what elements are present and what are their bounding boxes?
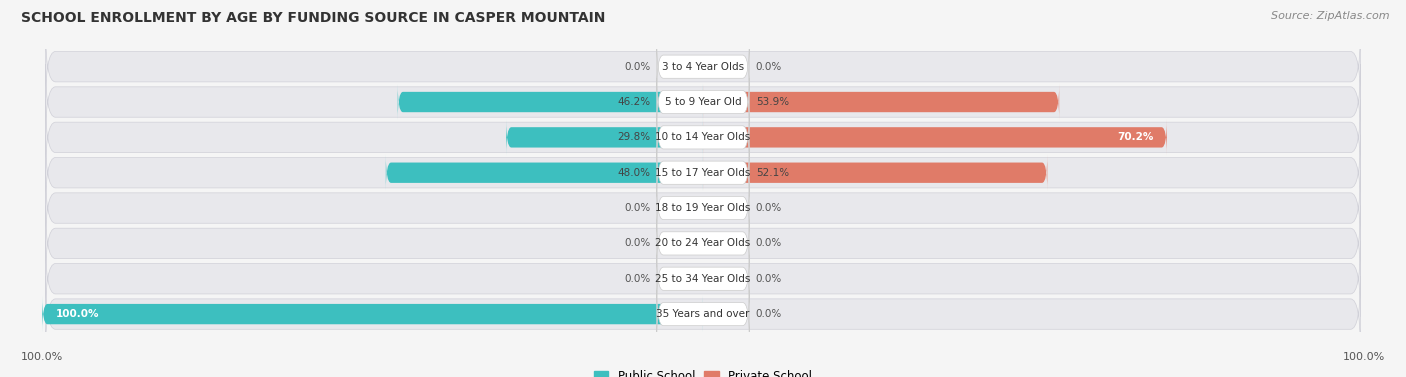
FancyBboxPatch shape [45, 64, 1361, 140]
FancyBboxPatch shape [45, 100, 1361, 175]
Text: 53.9%: 53.9% [756, 97, 789, 107]
FancyBboxPatch shape [703, 84, 1059, 120]
Text: 5 to 9 Year Old: 5 to 9 Year Old [665, 97, 741, 107]
Text: 0.0%: 0.0% [624, 62, 650, 72]
Text: 0.0%: 0.0% [756, 274, 782, 284]
Text: 0.0%: 0.0% [624, 203, 650, 213]
FancyBboxPatch shape [657, 255, 749, 302]
Text: 0.0%: 0.0% [756, 309, 782, 319]
FancyBboxPatch shape [398, 84, 703, 120]
FancyBboxPatch shape [45, 29, 1361, 104]
Text: 46.2%: 46.2% [617, 97, 650, 107]
FancyBboxPatch shape [657, 43, 749, 90]
Text: 0.0%: 0.0% [624, 274, 650, 284]
FancyBboxPatch shape [657, 149, 749, 196]
Text: SCHOOL ENROLLMENT BY AGE BY FUNDING SOURCE IN CASPER MOUNTAIN: SCHOOL ENROLLMENT BY AGE BY FUNDING SOUR… [21, 11, 606, 25]
FancyBboxPatch shape [45, 276, 1361, 352]
Text: 100.0%: 100.0% [1343, 352, 1385, 362]
Text: 25 to 34 Year Olds: 25 to 34 Year Olds [655, 274, 751, 284]
Text: 70.2%: 70.2% [1118, 132, 1154, 143]
Text: 18 to 19 Year Olds: 18 to 19 Year Olds [655, 203, 751, 213]
Text: 29.8%: 29.8% [617, 132, 650, 143]
Text: 0.0%: 0.0% [624, 238, 650, 248]
FancyBboxPatch shape [45, 170, 1361, 246]
FancyBboxPatch shape [657, 220, 749, 267]
FancyBboxPatch shape [657, 184, 749, 232]
Text: 35 Years and over: 35 Years and over [657, 309, 749, 319]
FancyBboxPatch shape [703, 155, 1047, 191]
FancyBboxPatch shape [703, 119, 1167, 155]
Text: 3 to 4 Year Olds: 3 to 4 Year Olds [662, 62, 744, 72]
FancyBboxPatch shape [45, 205, 1361, 281]
FancyBboxPatch shape [657, 290, 749, 338]
FancyBboxPatch shape [385, 155, 703, 191]
Text: 15 to 17 Year Olds: 15 to 17 Year Olds [655, 168, 751, 178]
Text: 100.0%: 100.0% [21, 352, 63, 362]
Text: 48.0%: 48.0% [617, 168, 650, 178]
FancyBboxPatch shape [42, 296, 703, 332]
Text: 52.1%: 52.1% [756, 168, 789, 178]
FancyBboxPatch shape [506, 119, 703, 155]
Legend: Public School, Private School: Public School, Private School [589, 366, 817, 377]
FancyBboxPatch shape [45, 241, 1361, 317]
FancyBboxPatch shape [657, 78, 749, 126]
FancyBboxPatch shape [657, 113, 749, 161]
Text: 0.0%: 0.0% [756, 62, 782, 72]
Text: 100.0%: 100.0% [55, 309, 98, 319]
Text: 0.0%: 0.0% [756, 238, 782, 248]
Text: 10 to 14 Year Olds: 10 to 14 Year Olds [655, 132, 751, 143]
Text: 20 to 24 Year Olds: 20 to 24 Year Olds [655, 238, 751, 248]
FancyBboxPatch shape [45, 135, 1361, 210]
Text: Source: ZipAtlas.com: Source: ZipAtlas.com [1271, 11, 1389, 21]
Text: 0.0%: 0.0% [756, 203, 782, 213]
